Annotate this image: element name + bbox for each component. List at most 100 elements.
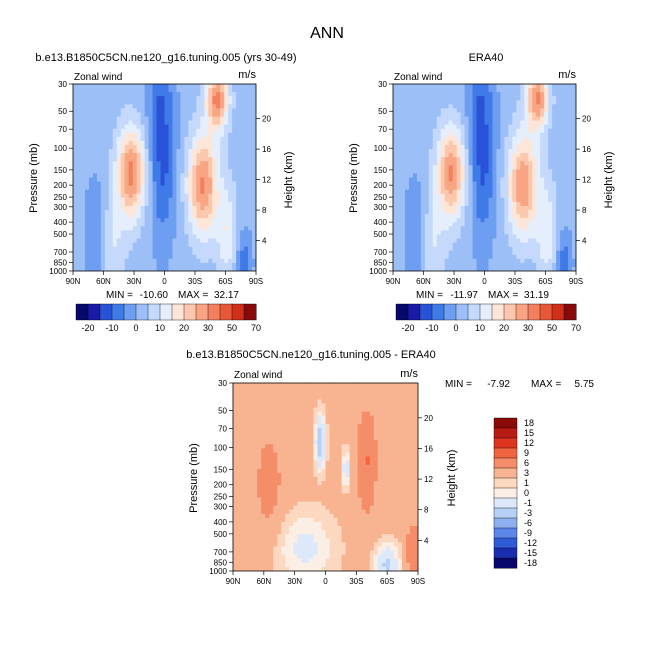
contour-cell [96,96,102,101]
contour-cell [568,246,573,252]
contour-cell [200,157,205,162]
contour-cell [568,132,573,138]
contour-cell [345,427,351,433]
contour-cell [500,144,505,150]
contour-cell [420,214,426,219]
contour-cell [140,185,146,191]
contour-cell [252,157,256,162]
contour-cell [212,92,217,97]
contour-cell [424,238,430,244]
contour-cell [504,92,509,97]
contour-cell [373,407,379,413]
contour-cell [132,169,138,175]
contour-cell [452,181,458,187]
contour-cell [80,258,86,264]
contour-cell [373,419,379,425]
contour-cell [136,92,142,97]
contour-cell [136,185,142,191]
contour-cell [132,266,138,271]
contour-cell [393,399,399,405]
contour-cell [456,92,462,97]
contour-cell [412,108,418,114]
contour-cell [468,242,474,248]
contour-cell [321,383,327,388]
contour-cell [80,136,86,142]
contour-cell [341,411,347,417]
contour-cell [544,238,549,244]
contour-cell [393,185,398,191]
contour-cell [548,124,553,130]
contour-cell [148,242,154,248]
contour-cell [365,383,371,388]
contour-cell [516,128,521,134]
contour-cell [196,218,201,223]
contour-cell [289,395,294,400]
contour-cell [240,201,245,207]
contour-cell [73,173,78,179]
contour-cell [317,407,323,413]
contour-cell [544,100,549,105]
contour-cell [152,112,158,118]
contour-cell [393,165,398,170]
contour-cell [560,238,565,244]
contour-cell [528,246,533,252]
contour-cell [228,222,233,227]
contour-cell [476,177,482,183]
contour-cell [305,423,311,429]
contour-cell [92,132,98,138]
contour-cell [285,383,290,388]
contour-cell [168,124,174,130]
contour-cell [393,250,398,256]
panel-era40: ERA40 Zonal wind m/s 3050701001502002503… [348,52,615,333]
contour-cell [112,177,118,183]
contour-cell [504,242,509,248]
contour-cell [452,96,458,101]
contour-cell [305,399,311,405]
contour-cell [104,205,110,211]
contour-cell [432,153,438,158]
contour-cell [124,96,130,101]
contour-cell [313,415,319,421]
contour-cell [464,258,470,264]
contour-cell [440,246,446,252]
contour-cell [504,258,509,264]
contour-cell [232,242,237,248]
contour-cell [424,144,430,150]
contour-cell [261,383,266,388]
contour-cell [248,120,253,126]
contour-cell [484,193,490,199]
contour-cell [361,411,367,417]
contour-cell [160,214,166,219]
contour-cell [552,246,557,252]
contour-cell [136,258,142,264]
contour-cell [144,153,150,158]
contour-cell [424,177,430,183]
contour-cell [468,222,474,227]
contour-cell [476,144,482,150]
contour-cell [540,108,545,114]
contour-cell [236,140,241,146]
contour-cell [160,140,166,146]
contour-cell [508,189,513,195]
contour-cell [84,124,90,130]
contour-cell [444,165,450,170]
contour-cell [404,222,410,227]
contour-cell [132,124,138,130]
contour-cell [468,238,474,244]
contour-cell [88,258,94,264]
contour-cell [456,230,462,236]
contour-cell [532,116,537,122]
contour-cell [480,165,486,170]
contour-cell [152,124,158,130]
contour-cell [564,84,569,89]
contour-cell [120,189,126,195]
contour-cell [132,88,138,93]
contour-cell [244,197,249,203]
contour-cell [76,193,82,199]
contour-cell [208,262,213,268]
contour-cell [80,254,86,260]
contour-cell [84,173,90,179]
contour-cell [568,242,573,248]
contour-cell [176,108,182,114]
contour-cell [253,387,258,392]
